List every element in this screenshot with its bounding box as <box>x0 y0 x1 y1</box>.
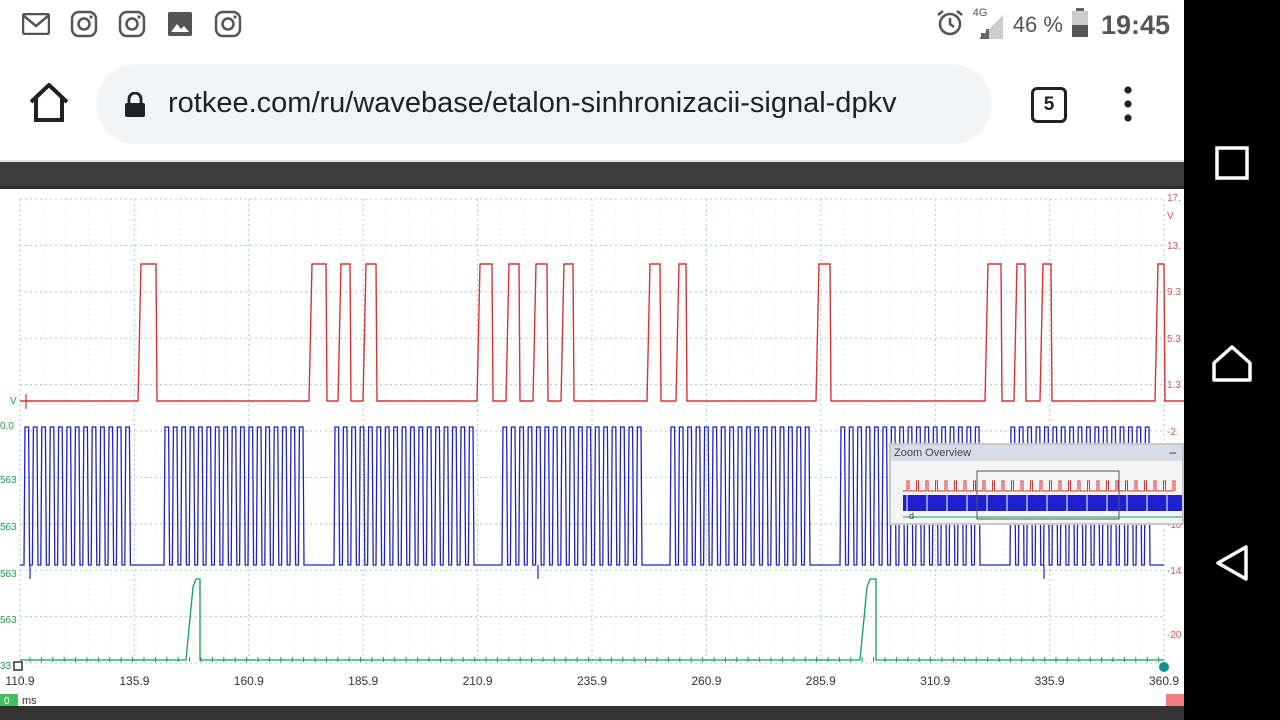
zoom-red-trace <box>903 480 1176 492</box>
channel-chip-label: 0 <box>4 696 10 706</box>
instagram-icon <box>214 10 242 38</box>
toolbar-divider <box>0 160 1184 162</box>
x-tick-label: 260.9 <box>691 674 721 688</box>
recents-square-icon <box>1215 146 1249 180</box>
home-icon <box>29 83 69 122</box>
left-axis-label: 563 <box>0 522 17 533</box>
left-cursor-handle[interactable] <box>13 661 23 671</box>
right-axis-label: V <box>1167 211 1174 222</box>
right-axis-label: -20 <box>1167 630 1182 641</box>
page-bottom-bar <box>0 706 1184 720</box>
zoom-overview-plot[interactable]: d <box>891 461 1182 523</box>
right-axis-label: -14 <box>1167 566 1182 577</box>
oscilloscope-view[interactable]: 110.9 135.9 160.9 185.9 210.9 235.9 260.9 285.9… <box>0 189 1184 706</box>
page-header-border <box>0 186 1184 189</box>
left-axis-label: 563 <box>0 615 17 626</box>
more-menu-button[interactable] <box>1118 86 1138 122</box>
right-axis-label: -2. <box>1167 427 1179 438</box>
back-button[interactable] <box>1208 539 1256 587</box>
x-tick-label: 310.9 <box>920 674 950 688</box>
left-axis-label: 563 <box>0 569 17 580</box>
x-tick-label: 135.9 <box>119 674 149 688</box>
instagram-icon <box>118 10 146 38</box>
right-chip[interactable] <box>1166 694 1184 706</box>
browser-toolbar: rotkee.com/ru/wavebase/etalon-sinhroniza… <box>0 50 1184 160</box>
screen: 4G 46 % 19:45 rotkee.com/ru/wavebase/eta… <box>0 0 1184 720</box>
android-nav-bar <box>1184 0 1280 720</box>
x-tick-label: 185.9 <box>348 674 378 688</box>
more-vert-icon <box>1124 86 1132 122</box>
right-axis-label: 17. <box>1167 193 1181 204</box>
signal-icon: 4G <box>972 7 1005 41</box>
clock: 19:45 <box>1100 9 1170 40</box>
tab-switcher-button[interactable]: 5 <box>1031 87 1067 123</box>
recents-button[interactable] <box>1208 139 1256 187</box>
zoom-overview-minimize-button[interactable]: – <box>1169 445 1176 459</box>
x-unit-label: ms <box>22 695 37 706</box>
home-nav-button[interactable] <box>1208 339 1256 387</box>
back-triangle-icon <box>1216 545 1248 581</box>
zoom-blue-band <box>903 495 1182 511</box>
status-bar: 4G 46 % 19:45 <box>0 0 1184 50</box>
status-right: 4G 46 % 19:45 <box>935 7 1170 43</box>
home-circle-icon <box>1212 345 1252 382</box>
x-tick-label: 285.9 <box>806 674 836 688</box>
instagram-icon <box>70 10 98 38</box>
battery-percent: 46 % <box>1012 12 1063 37</box>
x-tick-label: 110.9 <box>5 674 34 688</box>
home-button[interactable] <box>26 80 72 126</box>
x-tick-label: 360.9 <box>1149 674 1179 688</box>
zoom-window <box>976 470 1120 520</box>
left-axis-label: 33 <box>0 661 12 672</box>
x-tick-label: 235.9 <box>577 674 607 688</box>
channel-chip[interactable] <box>0 694 18 706</box>
x-axis-ticks: 110.9 135.9 160.9 185.9 210.9 235.9 260.9 285.9… <box>5 674 1179 688</box>
red-channel-trace <box>20 263 1166 402</box>
left-axis-ticks: V 0.0 563 563 563 563 33 <box>0 396 17 672</box>
left-axis-label: 563 <box>0 475 17 486</box>
battery-icon <box>1071 7 1089 43</box>
right-axis-label: 13. <box>1167 241 1181 252</box>
green-channel-trace <box>20 578 1164 661</box>
x-tick-label: 210.9 <box>463 674 493 688</box>
x-tick-label: 160.9 <box>234 674 264 688</box>
right-axis-label: 1.3 <box>1167 380 1181 391</box>
lock-icon <box>124 91 146 123</box>
zoom-overview-title: Zoom Overview <box>891 445 1182 461</box>
x-tick-label: 335.9 <box>1035 674 1065 688</box>
page-header-bar <box>0 162 1184 188</box>
gmail-icon <box>22 10 50 38</box>
zoom-marker: d <box>909 511 914 521</box>
scope-traces <box>20 263 1184 662</box>
left-axis-label: V <box>10 396 17 407</box>
alarm-icon <box>935 8 965 43</box>
right-cursor-handle[interactable] <box>1159 662 1169 672</box>
gallery-icon <box>166 10 194 38</box>
url-text[interactable]: rotkee.com/ru/wavebase/etalon-sinhroniza… <box>168 87 897 119</box>
blue-channel-trace <box>20 426 1164 566</box>
network-type: 4G <box>972 7 988 19</box>
address-bar[interactable]: rotkee.com/ru/wavebase/etalon-sinhroniza… <box>96 64 992 144</box>
right-axis-label: -10 <box>1167 520 1182 531</box>
zoom-overview-panel[interactable]: Zoom Overview – d <box>889 443 1184 525</box>
right-axis-label: 9.3 <box>1167 287 1181 298</box>
right-axis-label: 5.3 <box>1167 334 1181 345</box>
left-axis-label: 0.0 <box>0 421 14 432</box>
